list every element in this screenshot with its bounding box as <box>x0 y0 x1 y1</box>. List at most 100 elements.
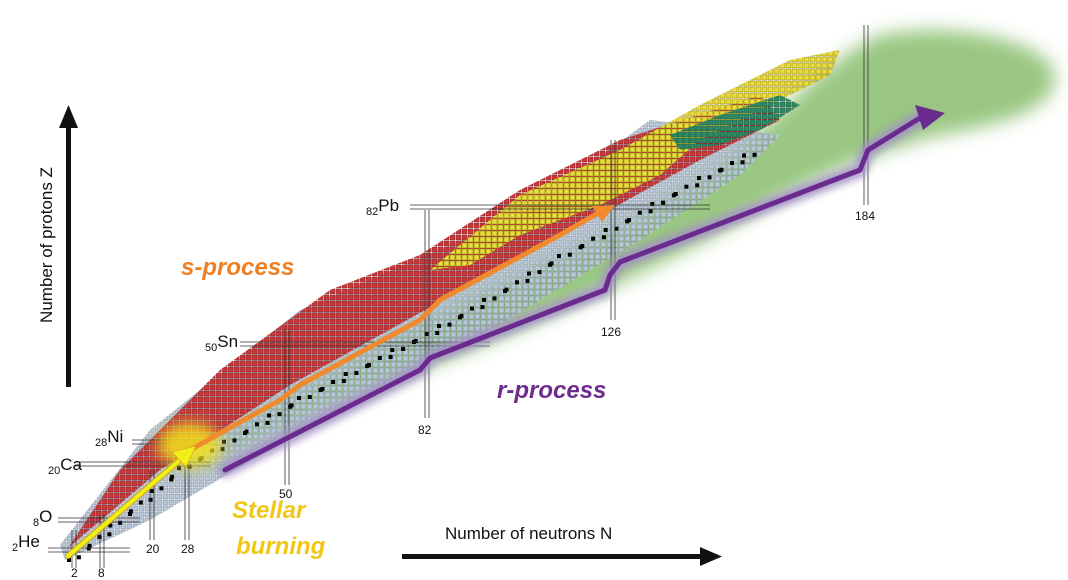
nuclide-cell <box>636 120 643 122</box>
nuclide-cell <box>702 241 709 248</box>
nuclide-cell <box>126 127 133 134</box>
nuclide-cell <box>768 253 775 260</box>
nuclide-cell <box>294 253 301 260</box>
nuclide-cell <box>264 289 271 296</box>
nuclide-cell <box>300 289 307 296</box>
nuclide-cell <box>643 110 648 115</box>
nuclide-cell <box>528 145 535 152</box>
nuclide-cell <box>342 241 349 248</box>
nuclide-cell <box>126 337 133 344</box>
nuclide-cell <box>666 199 673 206</box>
nuclide-cell <box>72 181 79 188</box>
nuclide-cell <box>774 301 780 308</box>
nuclide-cell <box>306 295 313 302</box>
nuclide-cell <box>282 229 289 236</box>
nuclide-cell <box>144 325 151 332</box>
nuclide-cell <box>660 301 667 308</box>
nuclide-cell <box>168 211 175 218</box>
nuclide-cell <box>210 120 217 122</box>
nuclide-cell <box>186 157 193 164</box>
nuclide-cell <box>240 157 247 164</box>
nuclide-cell <box>486 151 493 158</box>
nuclide-cell <box>306 139 313 146</box>
nuclide-cell <box>744 337 751 344</box>
nuclide-cell <box>534 145 541 152</box>
nuclide-cell <box>156 229 163 236</box>
nuclide-cell <box>282 217 289 224</box>
nuclide-cell <box>246 217 253 224</box>
nuclide-cell <box>444 151 451 158</box>
nuclide-cell <box>264 235 271 242</box>
nuclide-cell <box>726 175 733 182</box>
nuclide-cell <box>120 187 127 194</box>
nuclide-cell <box>732 343 739 350</box>
nuclide-cell <box>210 229 217 236</box>
nuclide-cell <box>787 224 792 229</box>
nuclide-cell <box>150 271 157 278</box>
nuclide-cell <box>246 241 253 248</box>
nuclide-cell <box>270 151 277 158</box>
nuclide-cell <box>108 265 115 272</box>
nuclide-cell <box>750 325 757 332</box>
nuclide-cell <box>360 223 367 230</box>
nuclide-cell <box>300 223 307 230</box>
nuclide-cell <box>366 247 373 254</box>
nuclide-cell <box>366 229 373 236</box>
nuclide-cell <box>168 259 175 266</box>
nuclide-cell <box>288 120 295 122</box>
nuclide-cell <box>300 121 307 128</box>
nuclide-cell <box>210 301 217 308</box>
nuclide-cell <box>325 110 330 115</box>
nuclide-cell <box>240 247 247 254</box>
nuclide-cell <box>372 187 379 194</box>
nuclide-cell <box>156 349 163 356</box>
nuclide-cell <box>246 343 253 350</box>
nuclide-cell <box>246 193 253 200</box>
nuclide-cell <box>222 241 229 248</box>
nuclide-cell <box>642 217 649 224</box>
nuclide-cell <box>534 277 541 284</box>
nuclide-cell <box>474 169 481 176</box>
nuclide-cell <box>408 169 415 176</box>
nuclide-cell <box>282 133 289 140</box>
nuclide-cell <box>762 331 769 338</box>
nuclide-cell <box>84 169 91 176</box>
nuclide-cell <box>432 133 439 140</box>
nuclide-cell <box>354 175 361 182</box>
nuclide-cell <box>402 211 409 218</box>
nuclide-cell <box>294 127 301 134</box>
nuclide-cell <box>787 236 792 241</box>
nuclide-cell <box>258 283 265 290</box>
nuclide-cell <box>396 235 403 242</box>
nuclide-cell <box>738 343 745 350</box>
nuclide-cell <box>138 223 145 230</box>
nuclide-cell <box>708 325 715 332</box>
nuclide-cell <box>408 127 415 134</box>
nuclide-cell <box>432 145 439 152</box>
nuclide-cell <box>192 181 199 188</box>
nuclide-cell <box>624 229 631 236</box>
nuclide-cell <box>492 133 499 140</box>
nuclide-cell <box>708 181 715 188</box>
nuclide-cell <box>72 193 79 200</box>
nuclide-cell <box>288 205 295 212</box>
nuclide-cell <box>510 157 517 164</box>
nuclide-cell <box>282 121 289 128</box>
nuclide-cell <box>282 307 289 314</box>
nuclide-cell <box>360 229 367 236</box>
nuclide-cell <box>222 211 229 218</box>
nuclide-cell <box>696 319 703 326</box>
nuclide-cell <box>690 259 697 266</box>
nuclide-cell <box>444 325 451 332</box>
nuclide-cell <box>444 175 451 182</box>
nuclide-cell <box>318 199 325 206</box>
nuclide-cell <box>265 110 270 115</box>
nuclide-cell <box>258 307 265 314</box>
nuclide-cell <box>570 331 577 338</box>
nuclide-cell <box>714 325 721 332</box>
nuclide-cell <box>186 349 193 356</box>
nuclide-cell <box>84 265 91 272</box>
nuclide-cell <box>85 110 90 115</box>
nuclide-cell <box>324 175 331 182</box>
nuclide-cell <box>486 349 493 356</box>
